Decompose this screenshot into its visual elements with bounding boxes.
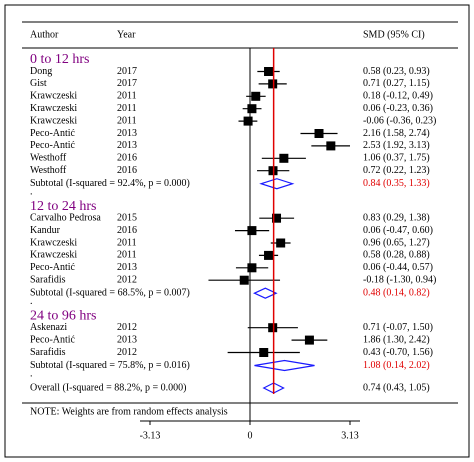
study-year: 2016 (117, 225, 137, 236)
subtotal-label: Subtotal (I-squared = 68.5%, p = 0.007) (30, 287, 190, 298)
study-author: Peco-Antić (30, 140, 76, 151)
study-year: 2017 (117, 78, 137, 89)
effect-box (264, 250, 274, 260)
group-title: 24 to 96 hrs (30, 308, 97, 323)
spacer: . (30, 368, 33, 379)
x-tick-label: 0 (248, 430, 253, 441)
study-year: 2016 (117, 165, 137, 176)
spacer: . (30, 186, 33, 197)
effect-box (259, 348, 269, 357)
diamond (253, 287, 278, 299)
group-title: 12 to 24 hrs (30, 199, 97, 214)
study-year: 2015 (117, 212, 137, 223)
study-ci-label: 0.06 (-0.47, 0.60) (363, 225, 433, 236)
effect-box (268, 79, 278, 89)
subtotal-label: Subtotal (I-squared = 92.4%, p = 0.000) (30, 178, 190, 189)
study-year: 2011 (117, 115, 137, 126)
study-author: Krawczeski (30, 91, 77, 102)
study-ci-label: 0.71 (-0.07, 1.50) (363, 322, 433, 333)
study-ci-label: 0.06 (-0.44, 0.57) (363, 262, 433, 273)
diamond (259, 178, 295, 190)
study-author: Westhoff (30, 153, 67, 164)
overall-ci-label: 0.74 (0.43, 1.05) (363, 382, 430, 393)
study-ci-label: 0.83 (0.29, 1.38) (363, 212, 430, 223)
effect-box (314, 129, 324, 138)
spacer: . (30, 296, 33, 307)
study-year: 2013 (117, 140, 137, 151)
study-author: Kandur (30, 225, 61, 236)
effect-box (251, 91, 261, 101)
header-effect: SMD (95% CI) (363, 29, 425, 40)
study-author: Peco-Antić (30, 262, 76, 273)
study-author: Krawczeski (30, 250, 77, 261)
study-year: 2011 (117, 103, 137, 114)
study-year: 2013 (117, 128, 137, 139)
study-ci-label: -0.06 (-0.36, 0.23) (363, 115, 436, 126)
study-year: 2013 (117, 334, 137, 345)
effect-box (279, 153, 289, 163)
study-ci-label: -0.18 (-1.30, 0.94) (363, 274, 436, 285)
study-author: Westhoff (30, 165, 67, 176)
study-ci-label: 0.58 (0.28, 0.88) (363, 250, 430, 261)
study-author: Peco-Antić (30, 128, 76, 139)
study-ci-label: 0.06 (-0.23, 0.36) (363, 103, 433, 114)
study-author: Krawczeski (30, 237, 77, 248)
study-author: Krawczeski (30, 103, 77, 114)
study-ci-label: 2.16 (1.58, 2.74) (363, 128, 430, 139)
effect-box (276, 238, 286, 248)
study-author: Krawczeski (30, 115, 77, 126)
effect-box (264, 67, 274, 76)
study-author: Sarafidis (30, 347, 66, 358)
study-ci-label: 0.43 (-0.70, 1.56) (363, 347, 433, 358)
subtotal-ci-label: 0.84 (0.35, 1.33) (363, 178, 430, 189)
effect-box (268, 323, 278, 333)
study-year: 2011 (117, 237, 137, 248)
effect-box (239, 275, 249, 285)
effect-box (247, 263, 257, 273)
study-ci-label: 0.71 (0.27, 1.15) (363, 78, 430, 89)
effect-box (304, 335, 314, 345)
study-author: Carvalho Pedrosa (30, 212, 101, 223)
subtotal-label: Subtotal (I-squared = 75.8%, p = 0.016) (30, 360, 190, 371)
study-ci-label: 0.18 (-0.12, 0.49) (363, 91, 433, 102)
study-ci-label: 0.96 (0.65, 1.27) (363, 237, 430, 248)
study-year: 2012 (117, 347, 137, 358)
study-year: 2012 (117, 322, 137, 333)
subtotal-ci-label: 0.48 (0.14, 0.82) (363, 287, 430, 298)
study-ci-label: 1.86 (1.30, 2.42) (363, 334, 430, 345)
frame (4, 4, 470, 458)
study-author: Dong (30, 66, 52, 77)
study-ci-label: 0.58 (0.23, 0.93) (363, 66, 430, 77)
overall-label: Overall (I-squared = 88.2%, p = 0.000) (30, 382, 187, 393)
header-year: Year (117, 29, 136, 40)
effect-box (243, 116, 253, 126)
diamond (262, 382, 285, 394)
study-year: 2012 (117, 274, 137, 285)
study-ci-label: 1.06 (0.37, 1.75) (363, 153, 430, 164)
header-author: Author (30, 29, 59, 40)
effect-box (272, 213, 282, 223)
x-tick-label: -3.13 (140, 430, 161, 441)
study-ci-label: 2.53 (1.92, 3.13) (363, 140, 430, 151)
study-year: 2013 (117, 262, 137, 273)
effect-box (247, 104, 257, 114)
effect-box (326, 141, 336, 151)
study-ci-label: 0.72 (0.22, 1.23) (363, 165, 430, 176)
effect-box (247, 226, 257, 236)
study-author: Peco-Antić (30, 334, 76, 345)
group-title: 0 to 12 hrs (30, 52, 90, 67)
diamond (254, 359, 315, 372)
x-tick-label: 3.13 (341, 430, 359, 441)
subtotal-ci-label: 1.08 (0.14, 2.02) (363, 360, 430, 371)
study-year: 2011 (117, 91, 137, 102)
study-year: 2011 (117, 250, 137, 261)
note: NOTE: Weights are from random effects an… (30, 406, 228, 417)
study-author: Askenazi (30, 322, 67, 333)
study-year: 2016 (117, 153, 137, 164)
study-author: Gist (30, 78, 47, 89)
study-year: 2017 (117, 66, 137, 77)
study-author: Sarafidis (30, 274, 66, 285)
